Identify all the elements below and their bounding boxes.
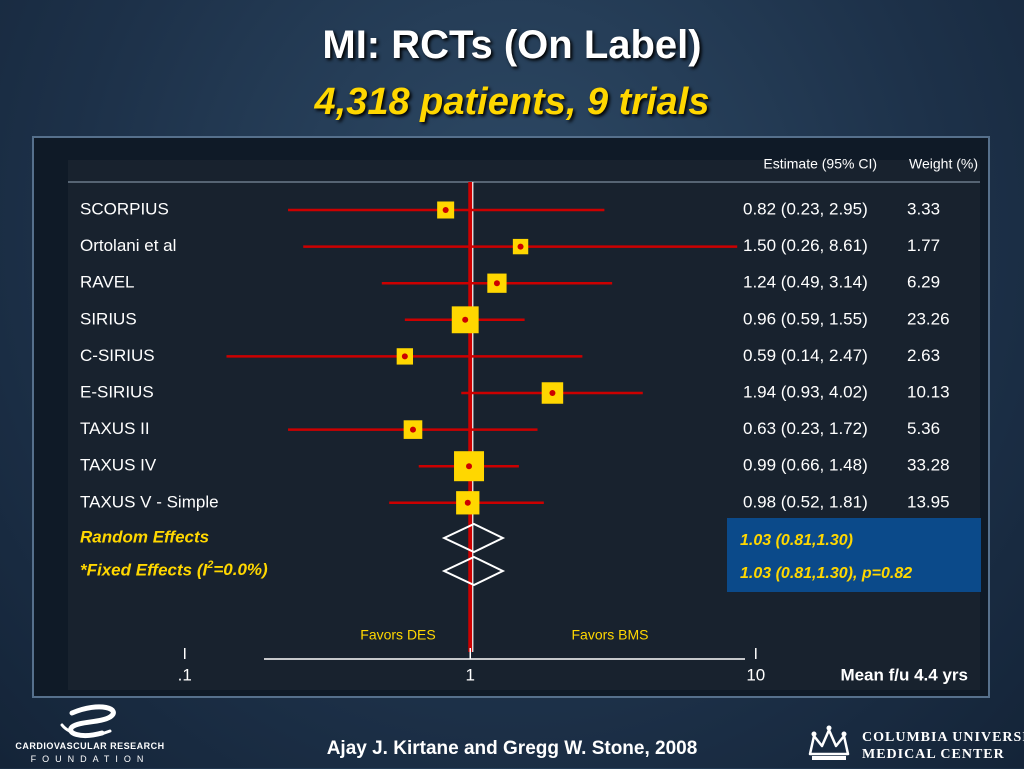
study-7-weight-text: 33.28 (907, 456, 950, 475)
slide-title: MI: RCTs (On Label) (322, 23, 702, 67)
study-0-label: SCORPIUS (80, 199, 169, 218)
study-8-point (464, 499, 471, 506)
x-tick-label-0: .1 (178, 665, 192, 684)
study-6-point (409, 426, 416, 433)
favors-left-label: Favors DES (360, 627, 435, 643)
pooled-0-ci-text: 1.03 (0.81,1.30) (740, 532, 853, 549)
citation: Ajay J. Kirtane and Gregg W. Stone, 2008 (326, 738, 698, 759)
study-1-label: Ortolani et al (80, 236, 176, 255)
crf-logo: CARDIOVASCULAR RESEARCH FOUNDATION (10, 703, 170, 765)
forest-plot: Estimate (95% CI) Weight (%) SCORPIUS 0.82 … (68, 156, 981, 684)
study-2-ci-text: 1.24 (0.49, 3.14) (743, 273, 868, 292)
study-6-ci-text: 0.63 (0.23, 1.72) (743, 419, 868, 438)
study-3-label: SIRIUS (80, 309, 137, 328)
study-4-point (401, 353, 408, 360)
study-3-ci-text: 0.96 (0.59, 1.55) (743, 309, 868, 328)
study-4-ci-text: 0.59 (0.14, 2.47) (743, 346, 868, 365)
study-4-weight-text: 2.63 (907, 346, 940, 365)
crf-logo-sub: FOUNDATION (30, 754, 150, 764)
x-tick-label-1: 1 (466, 665, 475, 684)
study-8-weight-text: 13.95 (907, 492, 950, 511)
follow-up-note: Mean f/u 4.4 yrs (840, 665, 968, 684)
study-2-label: RAVEL (80, 273, 135, 292)
pooled-0-label: Random Effects (80, 527, 209, 546)
study-7-ci-text: 0.99 (0.66, 1.48) (743, 456, 868, 475)
study-4-label: C-SIRIUS (80, 346, 155, 365)
study-7-label: TAXUS IV (80, 456, 157, 475)
study-0-ci-text: 0.82 (0.23, 2.95) (743, 199, 868, 218)
study-3-weight-text: 23.26 (907, 309, 950, 328)
study-8-ci-text: 0.98 (0.52, 1.81) (743, 492, 868, 511)
crf-logo-name: CARDIOVASCULAR RESEARCH (15, 741, 165, 751)
study-6-weight-text: 5.36 (907, 419, 940, 438)
study-7-point (466, 463, 473, 470)
pooled-1-label: *Fixed Effects (I2=0.0%) (80, 559, 268, 580)
pooled-estimates-box (727, 518, 981, 592)
study-0-weight-text: 3.33 (907, 199, 940, 218)
study-5-label: E-SIRIUS (80, 382, 154, 401)
cumc-logo-line2: MEDICAL CENTER (862, 747, 1005, 762)
crf-swoosh-icon (60, 704, 116, 738)
pooled-1-diamond (441, 555, 506, 587)
header-weight: Weight (%) (909, 156, 978, 172)
study-1-ci-text: 1.50 (0.26, 8.61) (743, 236, 868, 255)
study-8-label: TAXUS V - Simple (80, 492, 219, 511)
crown-icon (808, 725, 850, 760)
study-5-point (549, 390, 556, 396)
study-0-point (442, 207, 449, 213)
study-1-point (517, 243, 524, 250)
header-estimate: Estimate (95% CI) (763, 156, 877, 172)
study-5-ci-text: 1.94 (0.93, 4.02) (743, 382, 868, 401)
x-tick-label-2: 10 (746, 665, 765, 684)
pooled-0-diamond (441, 522, 506, 554)
study-2-point (493, 280, 500, 287)
pooled-1-ci-text: 1.03 (0.81,1.30), p=0.82 (740, 565, 912, 582)
slide-subtitle: 4,318 patients, 9 trials (314, 81, 710, 123)
favors-right-label: Favors BMS (571, 627, 648, 643)
study-5-weight-text: 10.13 (907, 382, 950, 401)
cumc-logo: COLUMBIA UNIVERSITY MEDICAL CENTER (806, 724, 1024, 764)
study-6-label: TAXUS II (80, 419, 150, 438)
study-3-point (462, 316, 469, 323)
study-1-weight-text: 1.77 (907, 236, 940, 255)
study-2-weight-text: 6.29 (907, 273, 940, 292)
cumc-logo-line1: COLUMBIA UNIVERSITY (862, 730, 1024, 745)
